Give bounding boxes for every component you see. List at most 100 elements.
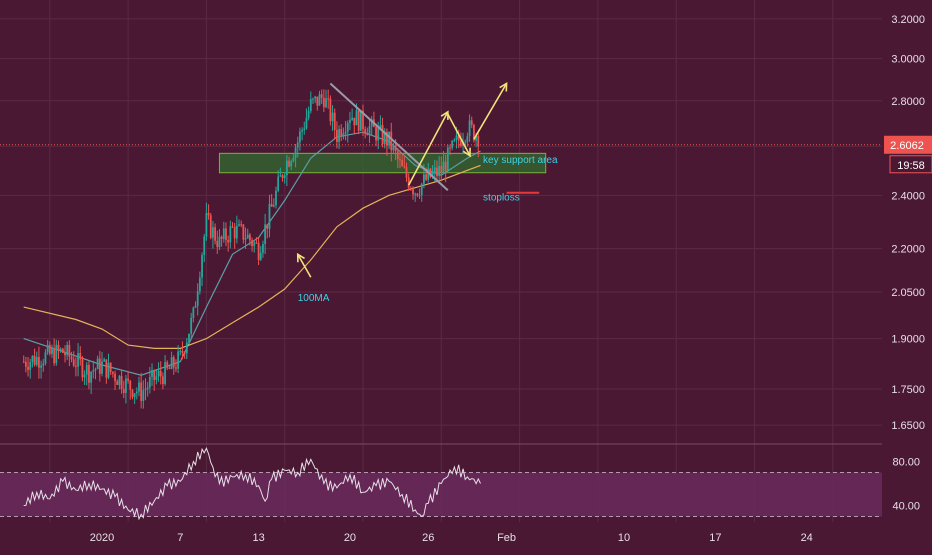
candle-body[interactable] [301,129,303,132]
candle-body[interactable] [440,165,443,173]
candle-body[interactable] [201,254,203,278]
candle-body[interactable] [427,168,430,180]
candle-body[interactable] [229,226,232,243]
candle-body[interactable] [133,393,136,398]
candle-body[interactable] [414,193,417,195]
candle-body[interactable] [281,175,284,178]
candle-body[interactable] [285,160,288,176]
candle-body[interactable] [309,99,312,112]
candle-body[interactable] [412,189,414,195]
candle-body[interactable] [392,145,395,151]
candle-body[interactable] [192,307,195,318]
candle-body[interactable] [33,355,36,365]
candle-body[interactable] [38,356,40,368]
candle-body[interactable] [253,242,256,246]
candle-body[interactable] [66,344,69,356]
candle-body[interactable] [68,344,71,357]
support-zone[interactable] [218,152,547,174]
candle-body[interactable] [259,252,262,260]
candle-body[interactable] [475,136,477,141]
candle-body[interactable] [349,119,351,124]
candle-body[interactable] [31,355,34,362]
candle-body[interactable] [457,135,460,141]
candle-body[interactable] [194,305,197,308]
candle-body[interactable] [388,131,390,146]
candle-body[interactable] [122,389,125,394]
candle-body[interactable] [303,128,306,130]
candle-body[interactable] [423,174,425,184]
arrow-1[interactable] [407,111,449,186]
candle-body[interactable] [438,165,441,176]
candle-body[interactable] [381,125,384,145]
candle-body[interactable] [72,359,75,366]
candle-body[interactable] [466,136,469,142]
candle-body[interactable] [209,215,212,238]
candle-body[interactable] [262,244,264,253]
candle-body[interactable] [299,131,301,143]
candle-body[interactable] [218,236,221,248]
candle-body[interactable] [314,96,317,99]
candle-body[interactable] [425,174,427,180]
candle-body[interactable] [327,98,330,100]
candle-body[interactable] [94,369,97,371]
candle-body[interactable] [231,226,234,228]
candle-body[interactable] [114,373,116,382]
candle-body[interactable] [83,374,86,378]
candle-body[interactable] [370,119,373,127]
candle-body[interactable] [312,98,314,100]
candle-body[interactable] [290,161,293,167]
candle-body[interactable] [238,224,240,226]
candle-body[interactable] [357,110,360,131]
candle-body[interactable] [396,151,399,160]
arrow-2[interactable] [447,113,471,157]
candle-body[interactable] [459,140,462,146]
candle-body[interactable] [420,183,423,196]
candle-body[interactable] [453,139,456,141]
candle-body[interactable] [318,94,321,106]
candle-body[interactable] [214,227,216,241]
candle-body[interactable] [379,125,382,129]
candle-body[interactable] [403,166,406,168]
candle-body[interactable] [35,356,38,365]
candle-body[interactable] [168,367,171,369]
candle-body[interactable] [444,161,447,172]
arrow-3[interactable] [473,83,508,140]
candle-body[interactable] [320,94,323,98]
candle-body[interactable] [418,195,421,197]
arrow-4[interactable] [297,253,312,278]
candle-body[interactable] [175,367,177,369]
candle-body[interactable] [275,190,277,206]
candle-body[interactable] [322,97,325,108]
candle-body[interactable] [294,147,297,158]
candle-body[interactable] [394,145,397,152]
candle-body[interactable] [146,387,149,389]
candle-body[interactable] [431,172,434,177]
candle-body[interactable] [90,371,93,383]
candle-body[interactable] [246,234,249,239]
candle-body[interactable] [477,136,480,147]
candle-body[interactable] [125,378,127,394]
candle-body[interactable] [153,370,156,380]
candle-body[interactable] [468,120,471,137]
candle-body[interactable] [198,277,201,292]
candle-body[interactable] [101,361,103,374]
candle-body[interactable] [249,234,251,241]
candle-body[interactable] [407,177,410,188]
candle-body[interactable] [331,112,334,122]
candle-body[interactable] [118,375,121,385]
candle-body[interactable] [151,370,153,377]
candle-body[interactable] [135,391,138,394]
candle-body[interactable] [40,365,42,368]
candle-body[interactable] [266,224,269,229]
candle-body[interactable] [148,376,151,388]
candle-body[interactable] [51,348,53,354]
candle-body[interactable] [59,348,62,351]
candle-body[interactable] [473,124,475,141]
candle-body[interactable] [190,317,193,334]
candle-body[interactable] [109,362,112,372]
candle-body[interactable] [127,378,129,381]
candle-body[interactable] [24,361,27,367]
candle-body[interactable] [222,228,225,239]
candle-body[interactable] [220,236,223,239]
